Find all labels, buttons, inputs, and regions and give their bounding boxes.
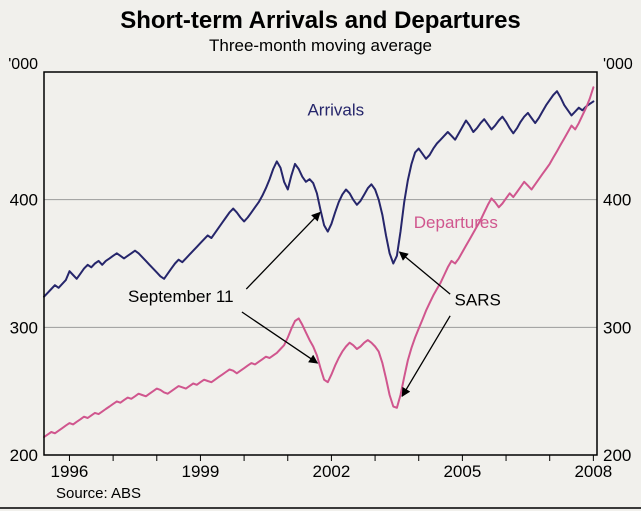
annotation-label-september-11: September 11 [128,287,234,306]
y-tick-label-left-400: 400 [10,191,38,210]
annotation-label-sars: SARS [455,291,501,310]
y-tick-label-right-200: 200 [603,446,631,465]
arrivals-line [43,90,595,298]
y-tick-label-left-300: 300 [10,318,38,337]
source-label: Source: ABS [56,485,142,502]
annotation-arrow-september-11-1 [245,211,321,290]
departures-line [43,86,595,439]
x-tick-label-2008: 2008 [574,462,612,481]
y-axis-unit-left: '000 [8,56,38,73]
annotation-arrow-sars-2 [401,315,451,398]
annotation-arrow-september-11-2 [241,311,319,364]
y-tick-label-left-200: 200 [10,446,38,465]
plot-border [43,71,598,456]
x-tick-label-1999: 1999 [182,462,220,481]
departures-series-label: Departures [414,213,498,232]
bottom-rule [0,507,641,509]
x-tick-label-2002: 2002 [313,462,351,481]
y-tick-label-right-400: 400 [603,191,631,210]
annotation-arrow-sars-1 [398,251,451,295]
y-tick-label-right-300: 300 [603,318,631,337]
x-tick-label-2005: 2005 [443,462,481,481]
chart-title: Short-term Arrivals and Departures [120,7,521,34]
chart-subtitle: Three-month moving average [208,36,432,55]
x-tick-label-1996: 1996 [51,462,89,481]
arrivals-series-label: Arrivals [307,100,364,119]
y-axis-unit-right: '000 [603,56,633,73]
